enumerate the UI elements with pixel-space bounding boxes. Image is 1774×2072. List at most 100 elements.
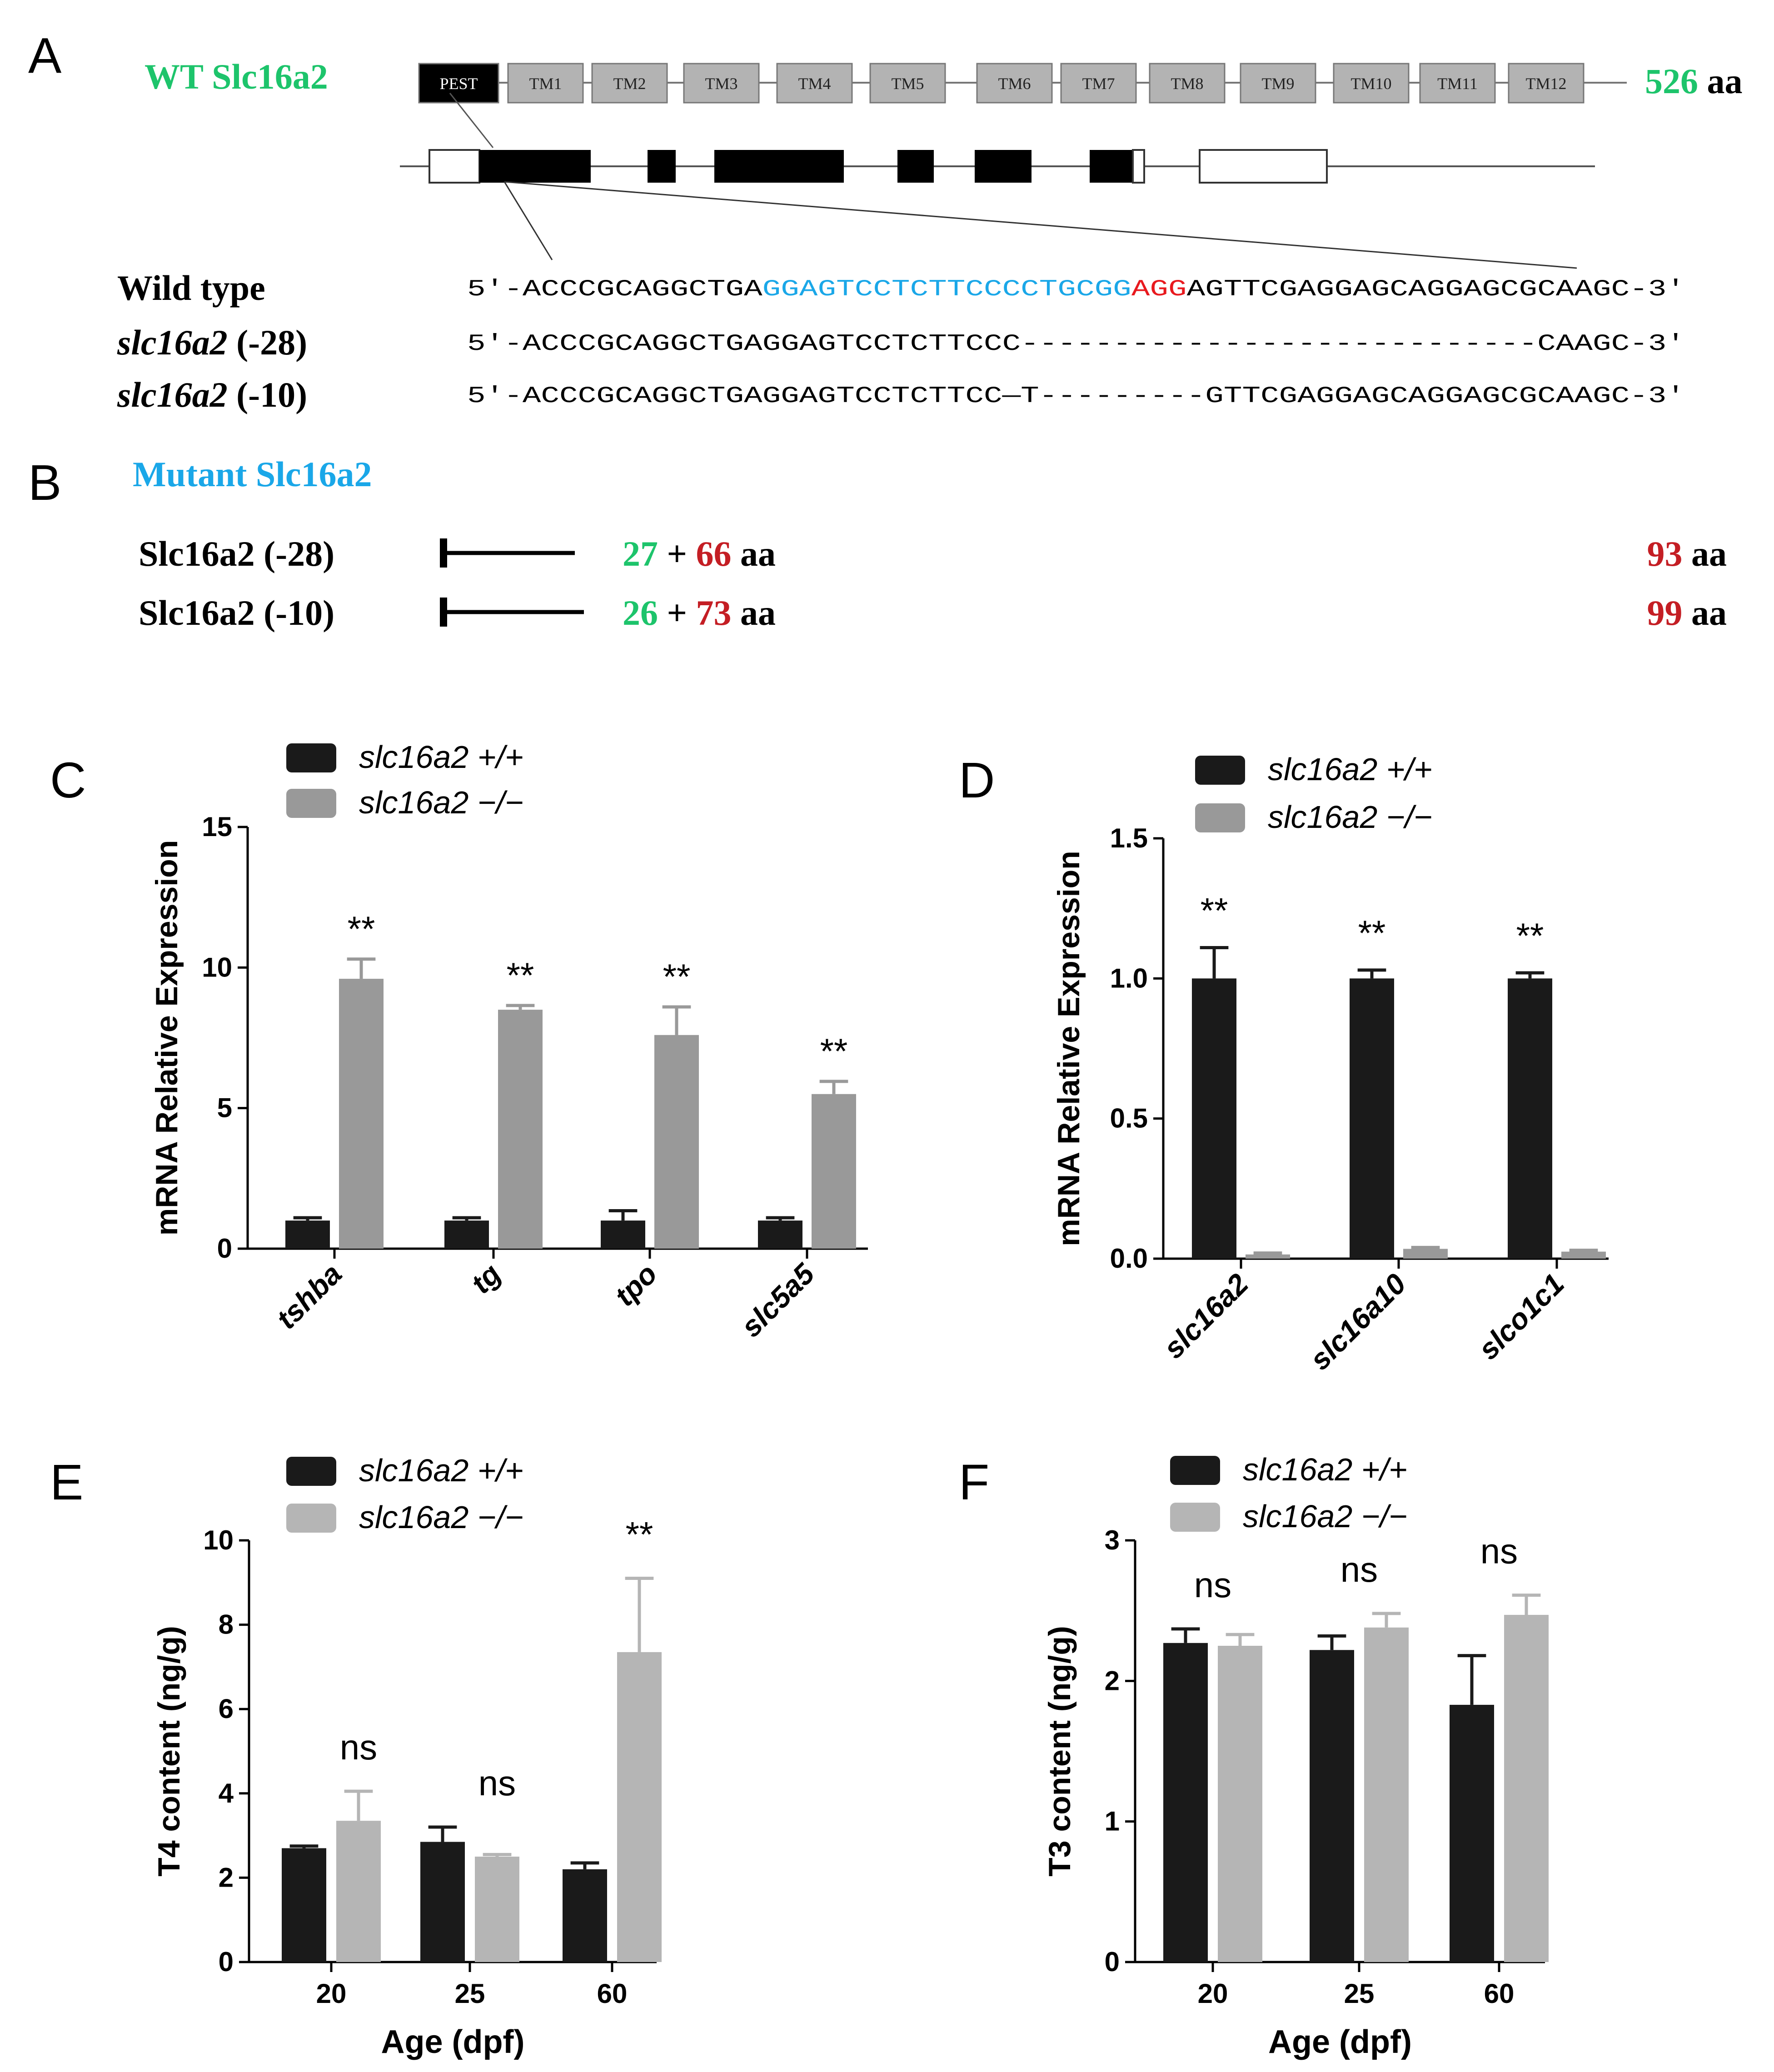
domain-label-tm8: TM8 xyxy=(1171,75,1204,93)
bar xyxy=(498,1010,543,1249)
sequence-segment: GGAGTCCTCTTCCCCTGCGG xyxy=(762,277,1131,303)
panel-a-title: WT Slc16a2 xyxy=(145,57,328,96)
bar xyxy=(1561,1251,1606,1259)
y-tick-label: 1.0 xyxy=(1110,963,1148,993)
sequence-row-label: Wild type xyxy=(117,268,265,308)
sequence-segment: AGTTCGAGGAGCAGGAGCGCAAGC-3′ xyxy=(1187,277,1685,303)
domain-box-tm9 xyxy=(1240,63,1316,104)
y-tick-label: 0 xyxy=(1105,1947,1120,1977)
total-aa-number: 99 xyxy=(1647,593,1683,633)
legend-swatch xyxy=(286,789,336,818)
sequence-segment: 5′-ACCCGCAGGCTGAGGAGTCCTCTTCC—T---------… xyxy=(467,384,1685,409)
x-tick-label: tg xyxy=(464,1257,507,1300)
panel-b: B Mutant Slc16a2 Slc16a2 (-28) 27 + 66 aa… xyxy=(28,454,1727,633)
y-tick-label: 0.5 xyxy=(1110,1103,1148,1134)
legend-label: slc16a2 +/+ xyxy=(359,739,523,775)
legend-label: slc16a2 +/+ xyxy=(1243,1452,1407,1487)
domain-box-tm3 xyxy=(683,63,760,104)
exon-4 xyxy=(897,150,934,183)
bar xyxy=(336,1821,381,1962)
domain-box-tm12 xyxy=(1508,63,1585,104)
y-tick-label: 10 xyxy=(202,952,232,982)
domain-boxes: PEST TM1 TM2 TM3 TM4 TM5 TM6 TM7 TM8 TM9 TM10 TM11 T… xyxy=(418,63,1585,104)
protein-length-unit: aa xyxy=(1707,61,1743,101)
x-axis-label: Age (dpf) xyxy=(1268,2024,1412,2060)
zoom-line-top xyxy=(449,93,494,148)
y-axis-label: mRNA Relative Expression xyxy=(149,840,184,1235)
sequence-row-label: slc16a2 (-28) xyxy=(117,323,307,362)
x-tick-label: slc5a5 xyxy=(735,1257,821,1343)
panel-b-title: Mutant Slc16a2 xyxy=(133,454,372,494)
y-tick-label: 2 xyxy=(1105,1665,1120,1696)
y-tick-label: 0 xyxy=(219,1947,234,1977)
bar xyxy=(1364,1627,1409,1962)
sequence-row-text: 5′-ACCCGCAGGCTGAGGAGTCCTCTTCCC----------… xyxy=(467,331,1685,357)
sequence-row-text: 5′-ACCCGCAGGCTGAGGAGTCCTCTTCC—T---------… xyxy=(467,384,1685,409)
exon-6-utr xyxy=(1132,149,1145,184)
sequence-row-text: 5′-ACCCGCAGGCTGA GGAGTCCTCTTCCCCTGCGG AGG A… xyxy=(467,277,1685,303)
y-tick-label: 3 xyxy=(1105,1525,1120,1555)
legend-label: slc16a2 +/+ xyxy=(1268,752,1432,787)
x-tick-label: slc16a2 xyxy=(1157,1267,1254,1365)
bar xyxy=(1310,1650,1354,1962)
bar xyxy=(1504,1614,1549,1962)
domain-label-tm4: TM4 xyxy=(798,75,831,93)
bar xyxy=(758,1220,802,1249)
domain-label-tm10: TM10 xyxy=(1351,75,1392,93)
bar xyxy=(444,1220,489,1249)
legend-label: slc16a2 −/− xyxy=(1268,799,1432,835)
aa-count-unit: aa xyxy=(731,593,776,633)
y-tick-label: 1 xyxy=(1105,1806,1120,1837)
x-tick-label: 60 xyxy=(1484,1978,1515,2009)
legend-label: slc16a2 −/− xyxy=(1243,1499,1407,1534)
legend-swatch xyxy=(1170,1503,1220,1532)
significance-label: ns xyxy=(478,1763,516,1803)
domain-label-tm11: TM11 xyxy=(1437,75,1478,93)
significance-label: ns xyxy=(340,1727,377,1767)
x-tick-label: 60 xyxy=(597,1978,628,2009)
domain-box-tm11 xyxy=(1419,63,1496,104)
sequence-row-label: slc16a2 (-10) xyxy=(117,375,307,414)
x-tick-label: tshba xyxy=(270,1257,348,1335)
panel-c-letter: C xyxy=(50,752,86,808)
bar xyxy=(1450,1704,1494,1962)
bar xyxy=(617,1652,662,1962)
mutant-aa-count: 27 + 66 aa xyxy=(623,534,776,573)
y-tick-label: 10 xyxy=(203,1525,234,1555)
legend-swatch xyxy=(286,743,336,772)
significance-label: ** xyxy=(348,909,375,949)
significance-label: ** xyxy=(626,1514,653,1554)
panel-d-letter: D xyxy=(959,752,995,808)
y-tick-label: 5 xyxy=(217,1093,232,1123)
domain-label-tm5: TM5 xyxy=(892,75,924,93)
legend-swatch xyxy=(1195,803,1245,832)
sequence-row-gene: Wild type xyxy=(117,268,265,308)
bar xyxy=(601,1220,645,1249)
bar xyxy=(1218,1646,1262,1962)
gene-structure xyxy=(400,93,1595,269)
y-tick-label: 0.0 xyxy=(1110,1243,1148,1274)
panel-a: A WT Slc16a2 PEST TM1 TM2 TM3 TM4 TM5 TM6 TM7 TM… xyxy=(28,28,1743,414)
exon-utr-5 xyxy=(429,149,480,184)
exon-1 xyxy=(479,150,591,183)
domain-box-tm10 xyxy=(1333,63,1410,104)
exon-utr-3 xyxy=(1199,149,1328,184)
domain-box-tm1 xyxy=(507,63,584,104)
y-tick-label: 2 xyxy=(219,1862,234,1893)
domain-label-tm7: TM7 xyxy=(1082,75,1115,93)
domain-box-tm4 xyxy=(776,63,853,104)
aa-count-retained: 27 xyxy=(623,534,658,573)
bar xyxy=(475,1857,519,1962)
aa-count-plus: + xyxy=(658,593,696,633)
legend-label: slc16a2 −/− xyxy=(359,1499,523,1535)
mutant-protein-start xyxy=(440,598,447,627)
x-axis-label: Age (dpf) xyxy=(381,2024,525,2060)
domain-label-tm1: TM1 xyxy=(529,75,562,93)
x-tick-label: 20 xyxy=(316,1978,347,2009)
bar xyxy=(1192,978,1236,1259)
exon-6 xyxy=(1090,150,1133,183)
